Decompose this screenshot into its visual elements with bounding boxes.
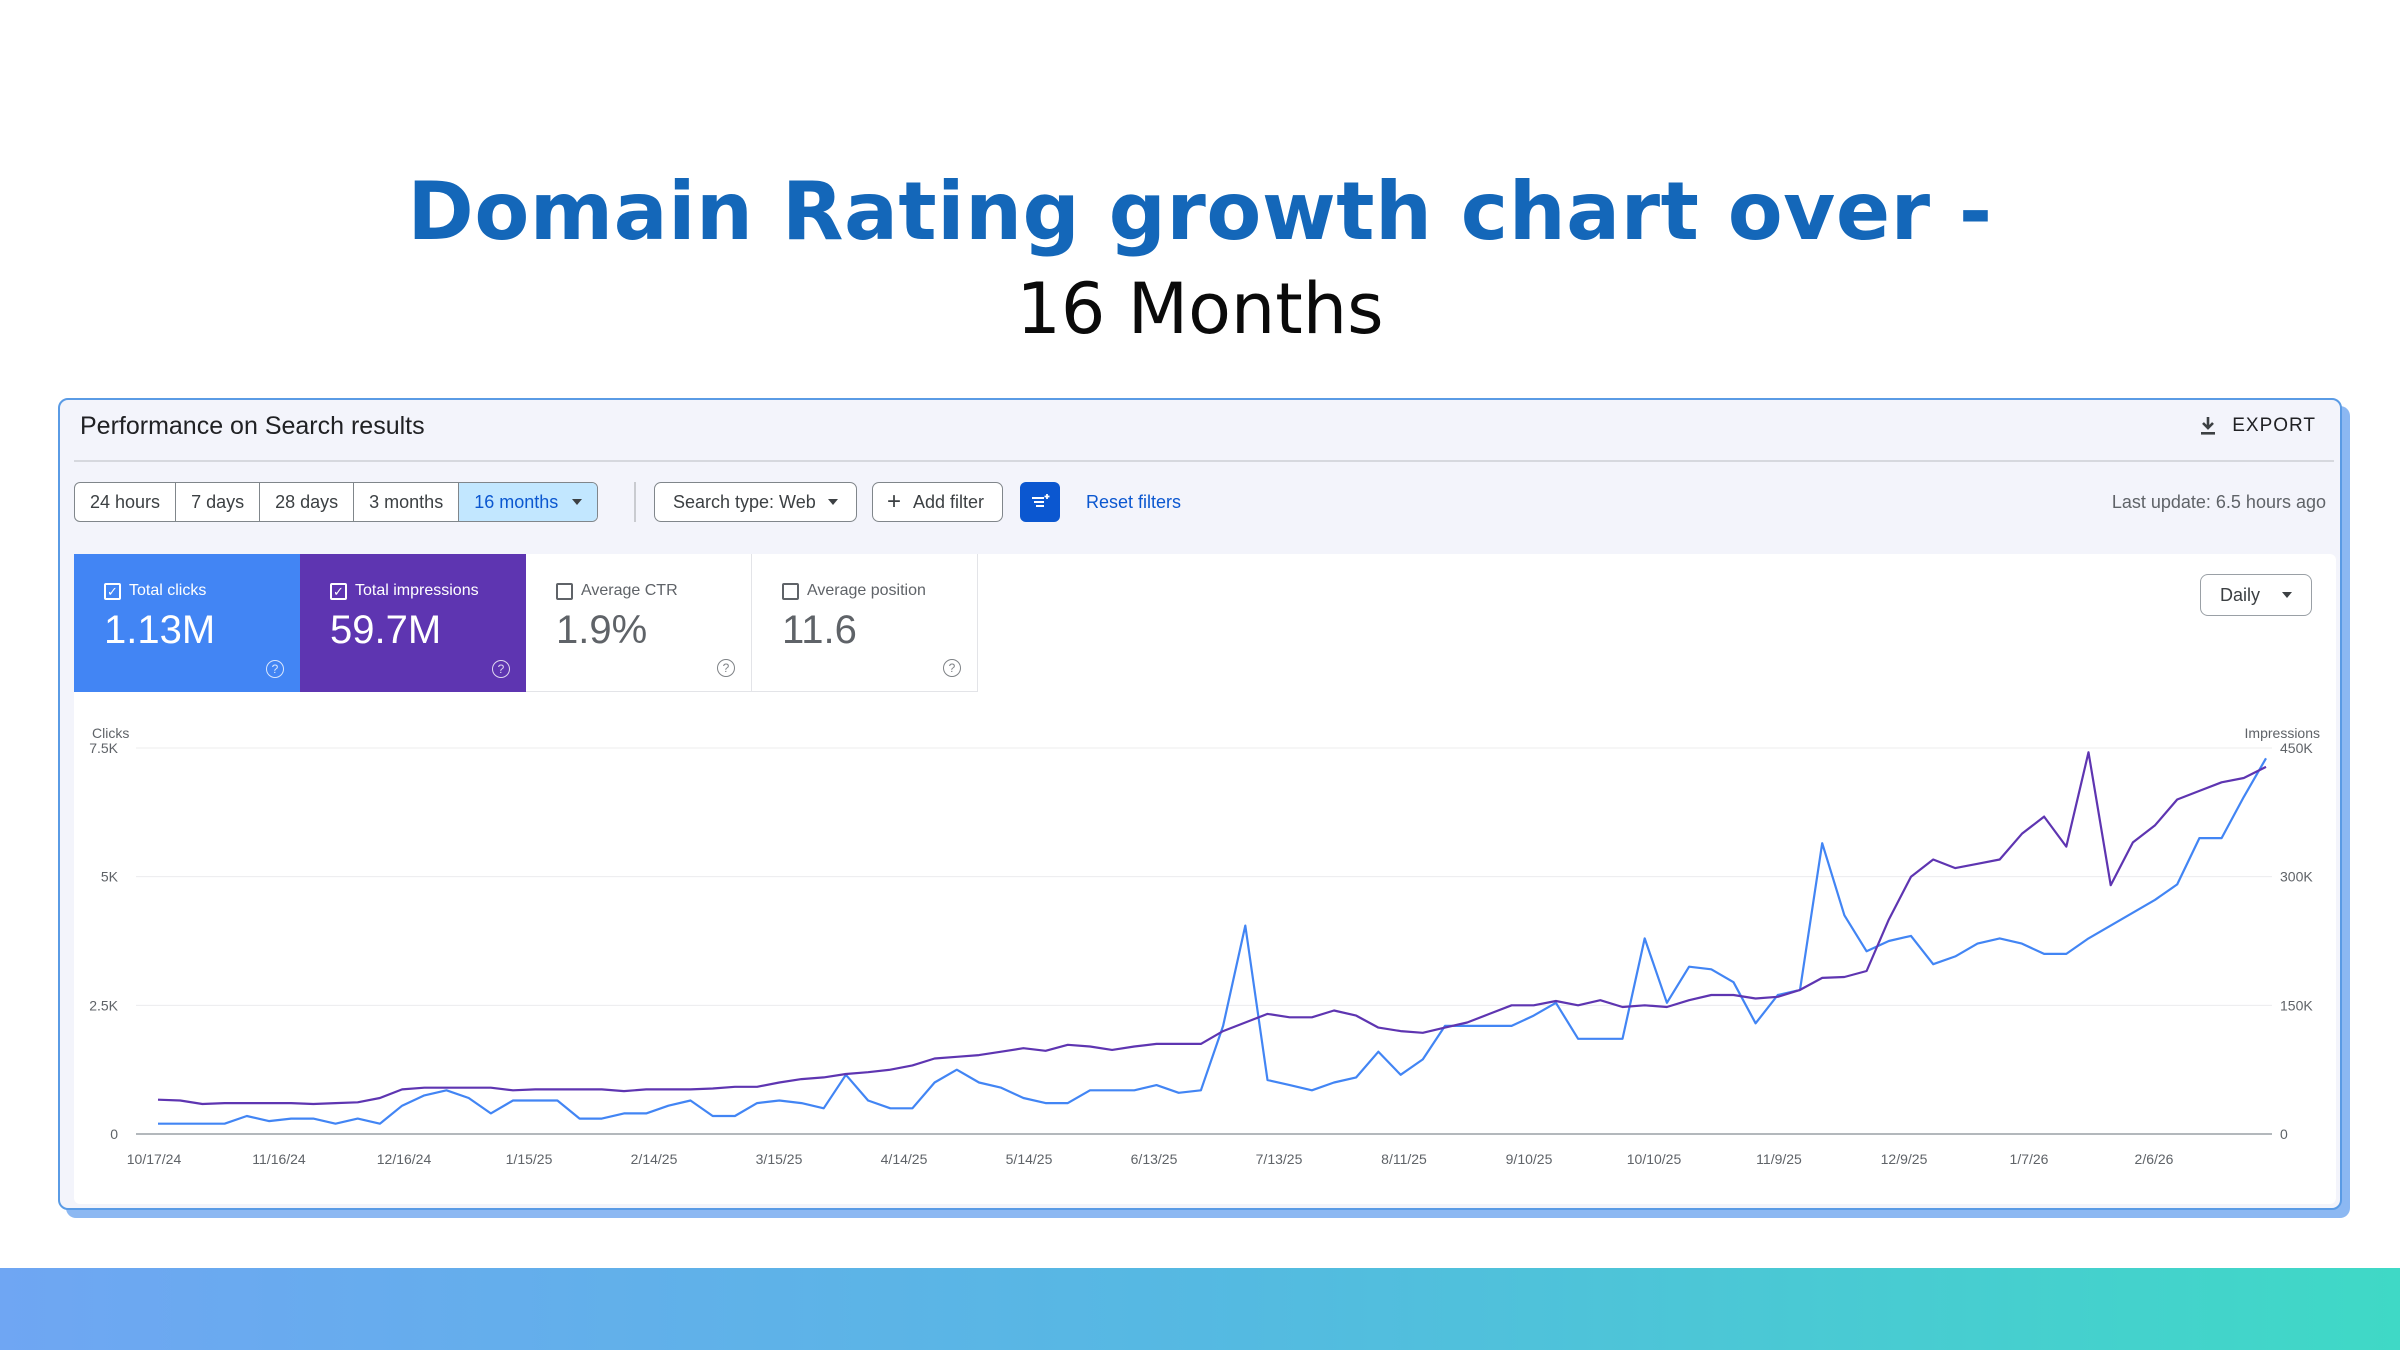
add-filter-label: Add filter xyxy=(913,491,985,512)
checkbox-unchecked-icon[interactable] xyxy=(782,582,799,600)
chevron-down-icon xyxy=(827,499,838,505)
toolbar-separator xyxy=(634,482,636,522)
metric-value: 11.6 xyxy=(782,608,857,652)
line-chart: 0 0 2.5K 150K 5K 300K 7.5K 450K Clicks Impression… xyxy=(89,725,2320,1167)
y-left-tick-label: 5K xyxy=(101,869,119,885)
chart-panel: ✓ Total clicks 1.13M ? ✓ Total impressions… xyxy=(74,554,2336,1204)
metric-value: 59.7M xyxy=(330,608,442,652)
checkbox-unchecked-icon[interactable] xyxy=(556,582,573,600)
y-left-tick-label: 7.5K xyxy=(89,740,118,756)
metric-label: Average CTR xyxy=(581,582,678,599)
x-tick-label: 4/14/25 xyxy=(881,1151,928,1167)
date-range-selector: 24 hours 7 days 28 days 3 months 16 mont… xyxy=(74,482,599,522)
metric-value: 1.13M xyxy=(104,608,216,652)
x-tick-label: 5/14/25 xyxy=(1006,1151,1053,1167)
range-24-hours[interactable]: 24 hours xyxy=(75,483,177,521)
help-icon[interactable]: ? xyxy=(943,659,961,677)
x-tick-label: 10/17/24 xyxy=(127,1151,182,1167)
x-tick-label: 10/10/25 xyxy=(1627,1151,1682,1167)
range-16-months[interactable]: 16 months xyxy=(459,483,598,521)
x-tick-label: 12/9/25 xyxy=(1881,1151,1928,1167)
export-button[interactable]: EXPORT xyxy=(2196,408,2316,444)
x-tick-label: 12/16/24 xyxy=(377,1151,432,1167)
help-icon[interactable]: ? xyxy=(717,659,735,677)
metric-value: 1.9% xyxy=(556,608,648,652)
plus-icon: + xyxy=(887,488,902,515)
metric-label: Average position xyxy=(807,582,926,599)
metric-total-impressions[interactable]: ✓ Total impressions 59.7M ? xyxy=(300,554,526,692)
footer-gradient-band xyxy=(0,1268,2400,1350)
help-icon[interactable]: ? xyxy=(266,660,284,678)
metric-label: Total clicks xyxy=(129,582,207,599)
x-tick-label: 11/16/24 xyxy=(252,1151,306,1167)
metric-label: Total impressions xyxy=(355,582,479,599)
metric-total-clicks[interactable]: ✓ Total clicks 1.13M ? xyxy=(74,554,300,692)
x-tick-label: 11/9/25 xyxy=(1756,1151,1802,1167)
filter-settings-icon[interactable] xyxy=(1020,482,1060,522)
x-tick-label: 9/10/25 xyxy=(1506,1151,1553,1167)
x-tick-label: 2/6/26 xyxy=(2135,1151,2174,1167)
chevron-down-icon xyxy=(2282,592,2292,598)
add-filter-button[interactable]: + Add filter xyxy=(872,482,1004,522)
reset-filters-link[interactable]: Reset filters xyxy=(1086,492,1182,512)
x-tick-label: 7/13/25 xyxy=(1256,1151,1303,1167)
x-tick-label: 3/15/25 xyxy=(756,1151,803,1167)
subheadline: 16 Months xyxy=(1016,268,1384,350)
range-3-months[interactable]: 3 months xyxy=(354,483,460,521)
x-tick-label: 1/15/25 xyxy=(506,1151,553,1167)
granularity-label: Daily xyxy=(2219,584,2260,605)
last-update-text: Last update: 6.5 hours ago xyxy=(2111,492,2326,512)
checkbox-checked-icon[interactable]: ✓ xyxy=(330,582,347,600)
y-right-tick-label: 150K xyxy=(2280,997,2313,1013)
export-label: EXPORT xyxy=(2232,415,2316,436)
y-right-axis-label: Impressions xyxy=(2245,725,2320,741)
y-right-tick-label: 0 xyxy=(2280,1126,2288,1142)
range-28-days[interactable]: 28 days xyxy=(260,483,355,521)
range-16-months-label: 16 months xyxy=(474,492,559,512)
x-tick-label: 8/11/25 xyxy=(1381,1151,1427,1167)
metric-average-position[interactable]: Average position 11.6 ? xyxy=(752,554,978,692)
x-tick-label: 6/13/25 xyxy=(1131,1151,1178,1167)
x-tick-label: 2/14/25 xyxy=(631,1151,678,1167)
series-line-impressions xyxy=(157,751,2267,1106)
headline: Domain Rating growth chart over - xyxy=(407,165,1993,258)
divider xyxy=(74,460,2334,462)
search-type-label: Search type: Web xyxy=(673,491,816,512)
download-icon xyxy=(2201,417,2216,435)
x-tick-label: 1/7/26 xyxy=(2010,1151,2049,1167)
performance-card: Performance on Search results EXPORT 24 … xyxy=(58,398,2342,1210)
y-right-tick-label: 450K xyxy=(2280,740,2313,756)
y-left-tick-label: 2.5K xyxy=(89,997,118,1013)
granularity-dropdown[interactable]: Daily xyxy=(2200,574,2312,616)
y-right-tick-label: 300K xyxy=(2280,869,2313,885)
filter-lines-icon xyxy=(1032,494,1050,507)
series-line-clicks xyxy=(158,757,2267,1125)
metric-average-ctr[interactable]: Average CTR 1.9% ? xyxy=(526,554,752,692)
y-left-axis-label: Clicks xyxy=(92,725,129,741)
help-icon[interactable]: ? xyxy=(492,660,510,678)
chevron-down-icon xyxy=(572,499,583,505)
card-title: Performance on Search results xyxy=(80,412,425,440)
checkbox-checked-icon[interactable]: ✓ xyxy=(104,582,121,600)
search-type-dropdown[interactable]: Search type: Web xyxy=(654,482,857,522)
range-7-days[interactable]: 7 days xyxy=(176,483,261,521)
y-left-tick-label: 0 xyxy=(110,1126,118,1142)
